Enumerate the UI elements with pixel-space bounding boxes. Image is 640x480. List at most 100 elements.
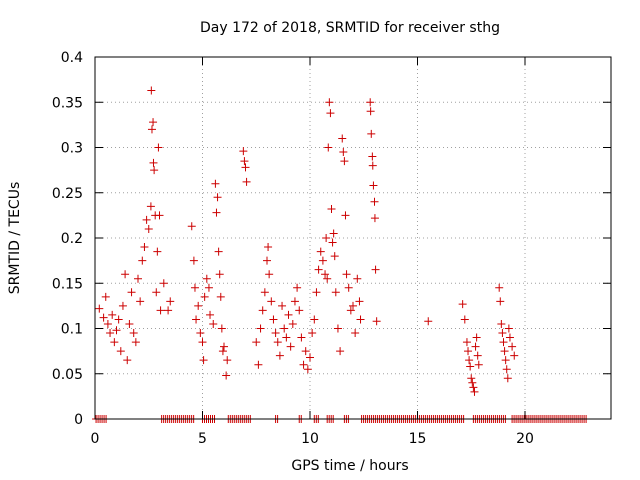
data-point — [149, 158, 158, 167]
data-point — [134, 274, 142, 283]
data-point — [367, 129, 376, 138]
data-point — [340, 157, 349, 166]
data-point — [239, 147, 248, 156]
data-point — [462, 338, 471, 347]
data-point — [310, 315, 319, 324]
data-point — [366, 107, 375, 116]
data-point — [495, 283, 504, 292]
data-point — [498, 329, 507, 338]
data-point — [256, 324, 265, 333]
y-tick-label: 0 — [74, 412, 83, 428]
data-point — [112, 326, 121, 335]
data-point — [336, 347, 345, 356]
data-point — [199, 356, 208, 365]
data-point — [329, 229, 338, 238]
y-tick-label: 0.4 — [61, 50, 83, 66]
data-point — [147, 125, 156, 134]
data-point — [273, 338, 282, 347]
data-point — [218, 347, 227, 356]
data-point — [150, 166, 159, 175]
data-point — [144, 224, 153, 233]
data-point — [349, 301, 357, 310]
data-point — [339, 148, 348, 157]
data-point — [147, 86, 156, 95]
data-point — [473, 351, 482, 360]
data-point — [370, 214, 379, 223]
data-point — [153, 247, 162, 256]
data-point — [142, 215, 151, 224]
data-point — [204, 283, 213, 292]
data-point — [196, 329, 205, 338]
data-point — [138, 256, 147, 265]
data-point — [295, 306, 304, 315]
data-point — [331, 288, 340, 297]
data-point — [510, 351, 519, 360]
data-point — [286, 342, 295, 351]
y-axis-label: SRMTID / TECUs — [7, 182, 23, 295]
data-point — [370, 197, 379, 206]
data-point — [369, 181, 378, 190]
data-point — [344, 283, 353, 292]
grid-lines — [95, 57, 611, 419]
data-point — [474, 360, 483, 369]
data-point — [267, 297, 276, 306]
data-point — [330, 252, 339, 261]
y-tick-label: 0.3 — [61, 141, 83, 157]
x-tick-label: 15 — [409, 431, 427, 447]
data-point — [297, 333, 306, 342]
data-point — [314, 265, 323, 274]
x-axis-label: GPS time / hours — [291, 458, 408, 474]
data-point — [194, 301, 203, 310]
data-point — [469, 383, 478, 392]
data-point — [131, 338, 140, 347]
data-point — [140, 243, 149, 252]
data-point — [333, 324, 342, 333]
data-point — [159, 279, 168, 288]
data-point — [326, 109, 335, 118]
data-point — [355, 297, 364, 306]
data-point — [321, 270, 330, 279]
data-point — [458, 300, 467, 309]
data-point — [328, 238, 337, 247]
data-point — [155, 211, 164, 220]
data-point — [108, 310, 117, 319]
data-point — [156, 306, 165, 315]
data-point — [301, 347, 310, 356]
data-point — [211, 179, 220, 188]
data-point — [216, 292, 225, 301]
data-point — [324, 143, 333, 152]
chart-title: Day 172 of 2018, SRMTID for receiver sth… — [200, 20, 500, 36]
data-point — [278, 301, 287, 310]
data-point — [149, 118, 158, 127]
data-point — [288, 319, 297, 328]
x-tick-label: 10 — [301, 431, 319, 447]
data-point — [508, 342, 517, 351]
data-point — [95, 304, 104, 313]
data-point — [116, 347, 125, 356]
data-point — [471, 342, 480, 351]
axis-ticks — [94, 56, 611, 420]
data-point — [154, 143, 163, 152]
data-point — [372, 317, 381, 326]
data-point — [213, 193, 222, 202]
data-point — [308, 329, 317, 338]
data-point — [290, 297, 299, 306]
data-point — [464, 347, 473, 356]
y-tick-labels: 0 0.05 0.1 0.15 0.2 0.25 0.3 0.35 0.4 — [52, 50, 83, 428]
data-point — [166, 297, 175, 306]
data-point — [125, 319, 134, 328]
data-point — [217, 324, 226, 333]
data-points — [95, 86, 519, 396]
data-point — [470, 387, 479, 396]
data-point — [312, 288, 321, 297]
data-point — [306, 353, 314, 362]
data-point — [189, 256, 198, 265]
data-point — [106, 329, 115, 338]
data-point — [222, 371, 231, 380]
data-point — [118, 301, 127, 310]
data-point — [502, 365, 511, 374]
data-point — [499, 338, 508, 347]
data-point — [271, 329, 280, 338]
data-point — [323, 274, 332, 283]
data-point — [275, 351, 284, 360]
